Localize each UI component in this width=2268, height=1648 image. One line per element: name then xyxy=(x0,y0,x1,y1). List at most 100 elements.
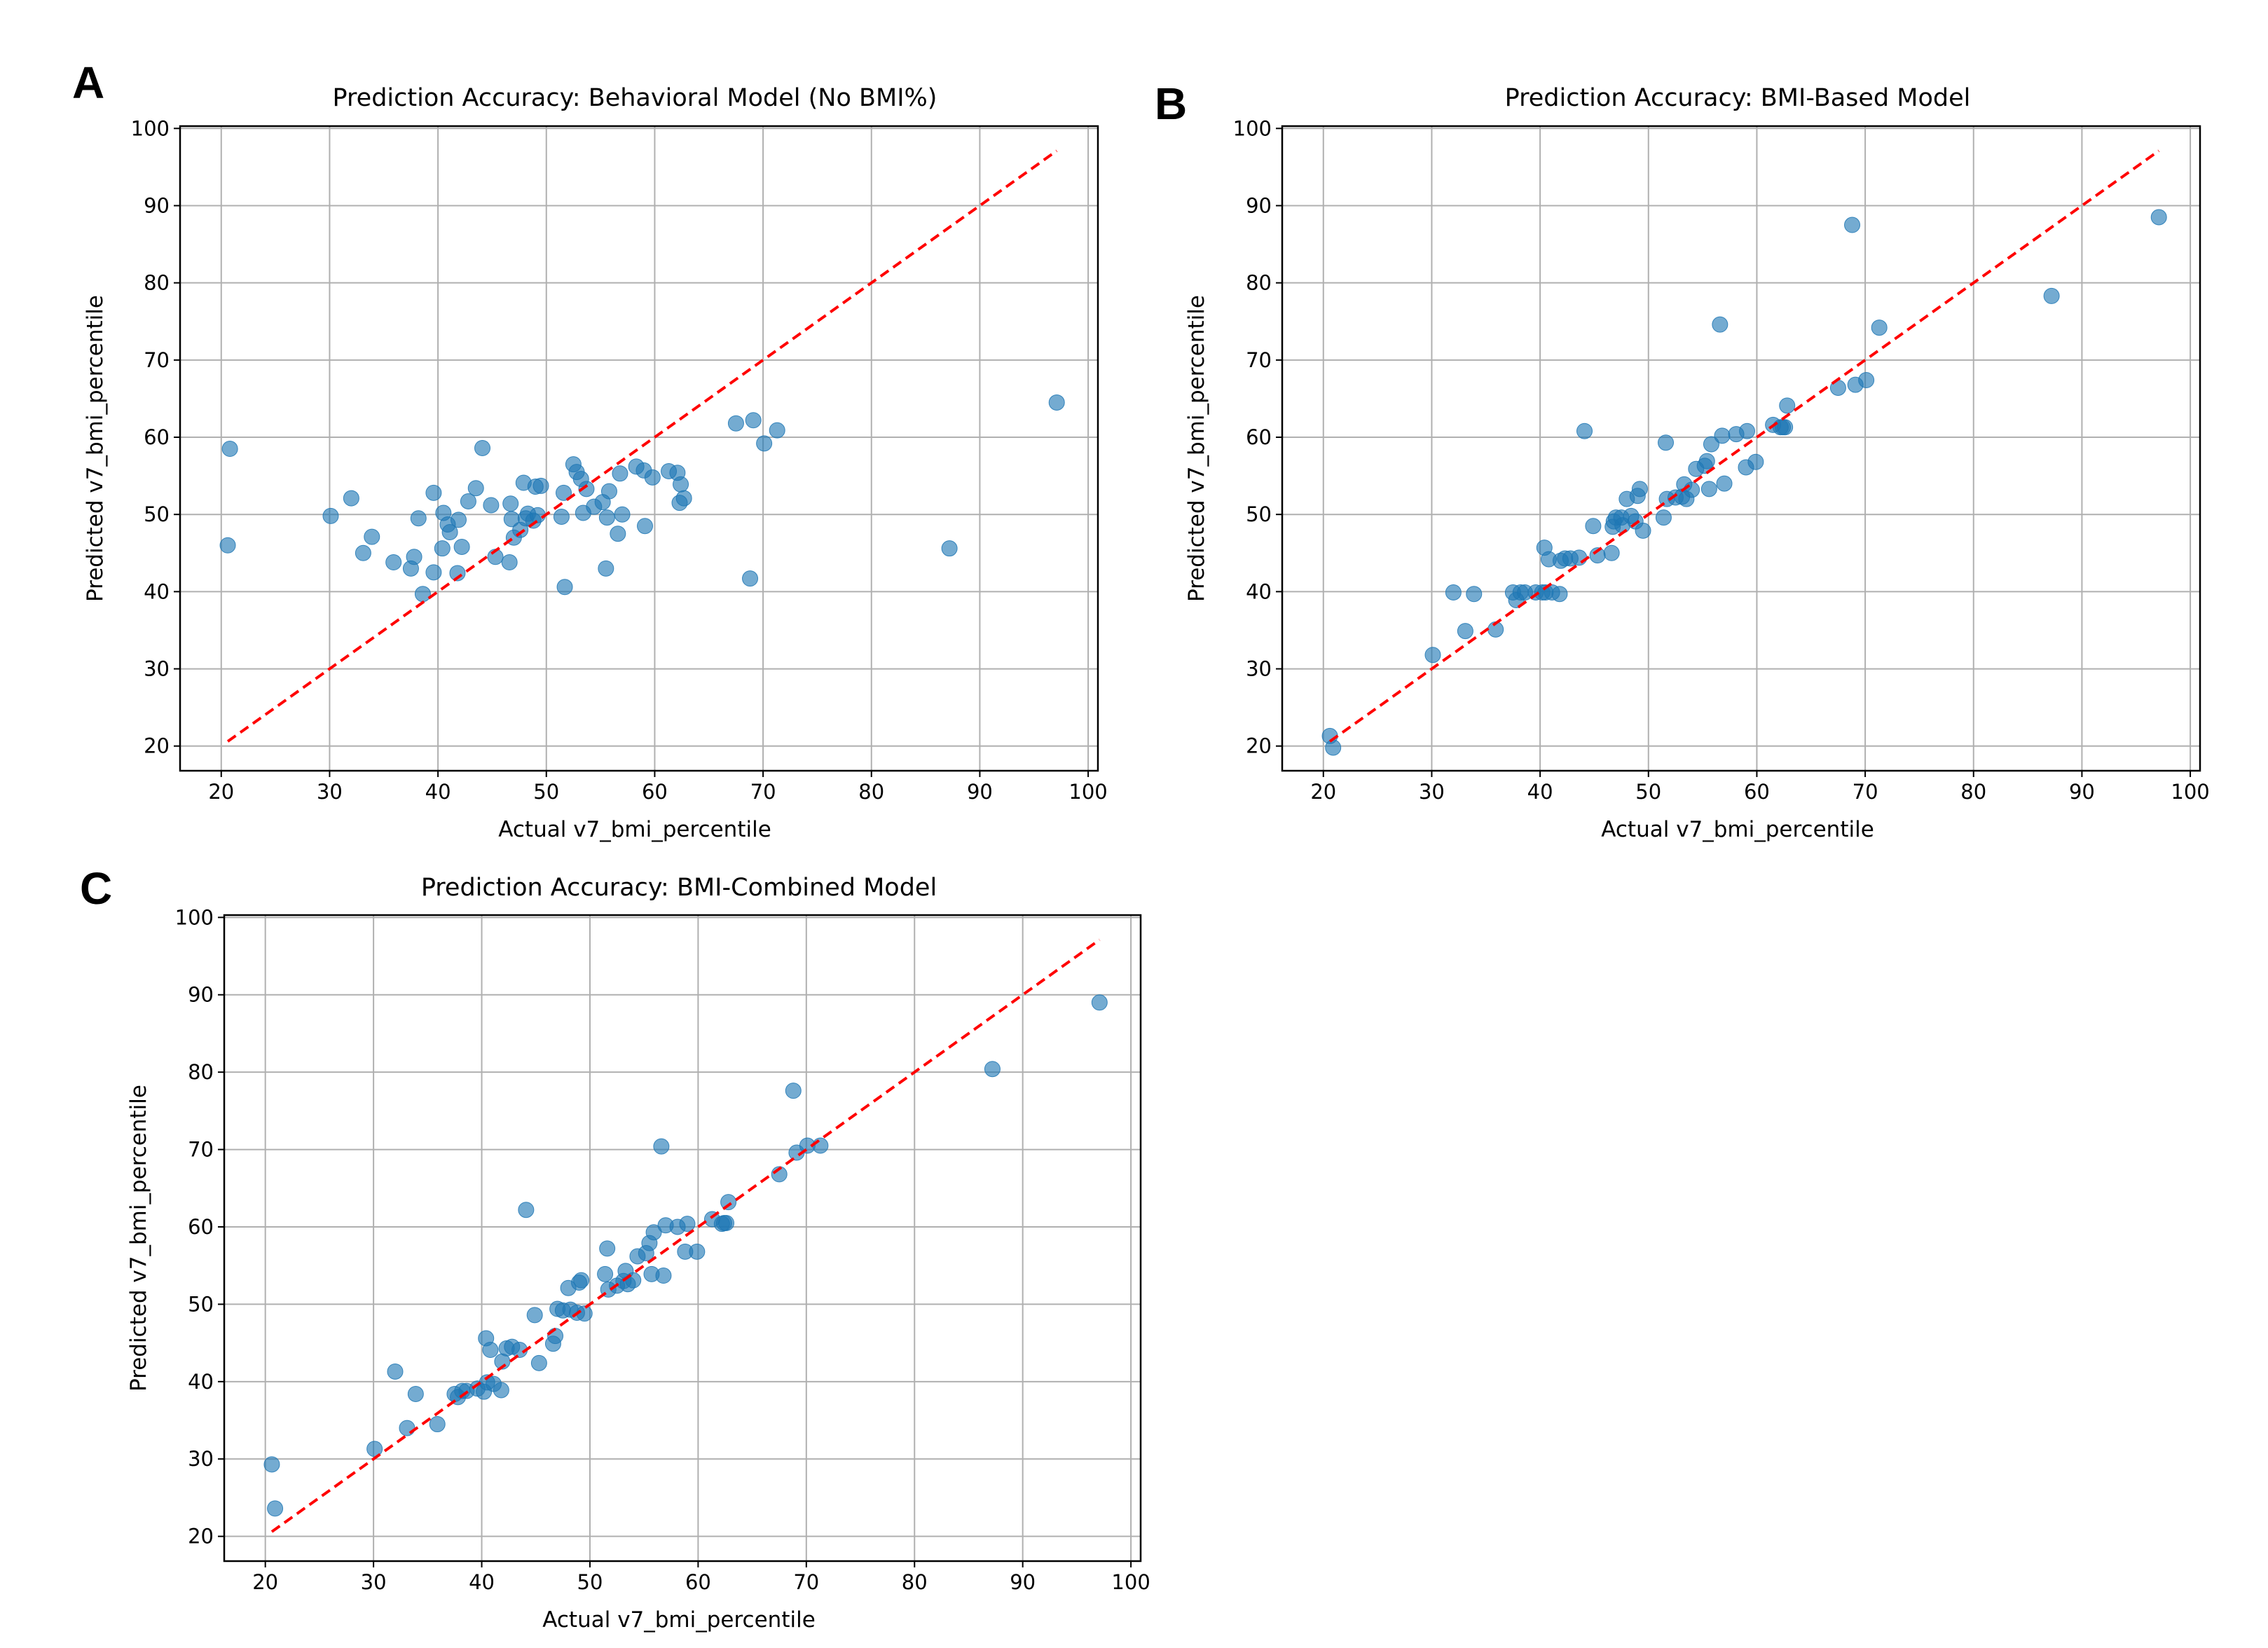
y-tick-label: 90 xyxy=(144,193,170,217)
data-point xyxy=(449,565,466,582)
x-tick-label: 20 xyxy=(252,1570,278,1594)
data-point xyxy=(1445,584,1462,600)
data-point xyxy=(441,524,458,541)
data-point xyxy=(598,509,615,526)
data-point xyxy=(1571,549,1588,566)
data-point xyxy=(493,1382,509,1399)
x-tick-label: 90 xyxy=(967,780,993,804)
data-point xyxy=(467,480,484,497)
y-axis-label-c: Predicted v7_bmi_percentile xyxy=(126,1085,151,1392)
y-tick-label: 70 xyxy=(188,1138,214,1162)
data-point xyxy=(450,511,467,528)
data-point xyxy=(1631,481,1648,497)
data-point xyxy=(1779,397,1796,414)
y-tick-label: 80 xyxy=(144,271,170,295)
data-point xyxy=(1684,481,1700,498)
data-point xyxy=(1714,427,1731,444)
data-point xyxy=(689,1243,706,1260)
data-point xyxy=(1703,436,1719,453)
x-tick-label: 50 xyxy=(533,780,559,804)
data-point xyxy=(414,586,431,603)
x-tick-label: 90 xyxy=(2069,780,2095,804)
data-point xyxy=(625,1272,642,1289)
data-point xyxy=(679,1216,696,1232)
data-point xyxy=(501,554,518,571)
plot-frame xyxy=(223,914,1142,1563)
data-point xyxy=(425,564,442,581)
data-point xyxy=(2043,287,2060,304)
y-tick-label: 60 xyxy=(1246,425,1272,449)
data-point xyxy=(460,493,476,509)
data-point xyxy=(1551,586,1568,603)
x-tick-label: 80 xyxy=(902,1570,928,1594)
data-point xyxy=(556,579,573,596)
data-point xyxy=(769,422,785,439)
panel-c: C Prediction Accuracy: BMI-Combined Mode… xyxy=(80,863,1150,1633)
y-tick-label: 50 xyxy=(188,1292,214,1316)
x-tick-label: 40 xyxy=(425,780,451,804)
data-point xyxy=(526,1307,543,1324)
data-point xyxy=(399,1420,415,1436)
data-point xyxy=(1655,509,1672,526)
data-point xyxy=(387,1363,404,1380)
x-tick-label: 100 xyxy=(1068,780,1107,804)
data-point xyxy=(1424,647,1441,664)
y-tick-label: 40 xyxy=(1246,579,1272,603)
y-tick-label: 30 xyxy=(144,657,170,681)
x-tick-label: 20 xyxy=(208,780,234,804)
data-point xyxy=(406,549,422,565)
data-point xyxy=(785,1083,802,1099)
data-point xyxy=(1585,518,1602,535)
data-point xyxy=(600,483,617,500)
data-point xyxy=(1466,586,1483,603)
data-point xyxy=(1048,394,1065,411)
data-point xyxy=(1858,371,1875,388)
reference-line xyxy=(270,938,1101,1533)
x-tick-label: 30 xyxy=(317,780,343,804)
x-tick-label: 40 xyxy=(1527,780,1553,804)
x-tick-label: 70 xyxy=(1853,780,1878,804)
x-tick-label: 80 xyxy=(858,780,884,804)
reference-line xyxy=(226,149,1058,743)
data-point xyxy=(1658,434,1675,451)
panel-letter-c: C xyxy=(80,863,112,914)
chart-title-b: Prediction Accuracy: BMI-Based Model xyxy=(1505,84,1971,112)
x-tick-label: 20 xyxy=(1310,780,1336,804)
x-tick-label: 30 xyxy=(361,1570,387,1594)
y-tick-label: 80 xyxy=(1246,271,1272,295)
data-point xyxy=(355,544,371,561)
data-point xyxy=(742,570,759,587)
y-tick-label: 100 xyxy=(175,905,214,929)
data-point xyxy=(941,540,958,557)
data-point xyxy=(1325,739,1342,756)
data-point xyxy=(263,1456,280,1473)
y-tick-label: 40 xyxy=(188,1370,214,1394)
x-tick-label: 40 xyxy=(469,1570,495,1594)
y-tick-label: 80 xyxy=(188,1060,214,1084)
data-point xyxy=(1603,544,1620,561)
data-point xyxy=(1844,217,1861,233)
data-point xyxy=(673,476,689,493)
x-tick-label: 60 xyxy=(1744,780,1770,804)
y-tick-label: 100 xyxy=(1233,116,1272,140)
x-tick-label: 90 xyxy=(1010,1570,1036,1594)
x-tick-label: 80 xyxy=(1960,780,1986,804)
data-point xyxy=(598,560,614,577)
data-point xyxy=(425,484,442,501)
data-point xyxy=(407,1385,424,1402)
data-point xyxy=(1700,481,1717,497)
data-point xyxy=(653,1138,670,1155)
data-point xyxy=(385,554,402,571)
data-point xyxy=(745,412,762,429)
y-tick-label: 20 xyxy=(1246,734,1272,758)
y-tick-label: 100 xyxy=(131,116,170,140)
data-point xyxy=(675,490,692,507)
y-axis-label-b: Predicted v7_bmi_percentile xyxy=(1184,295,1209,602)
plot-area-a: 20 30 40 50 60 70 80 90 100 20 30 40 50 60 70 80 90 100 xyxy=(131,116,1108,804)
data-point xyxy=(655,1268,672,1284)
data-point xyxy=(1777,419,1794,436)
x-axis-label-b: Actual v7_bmi_percentile xyxy=(1601,817,1874,842)
data-point xyxy=(518,1202,535,1218)
data-point xyxy=(482,1342,499,1359)
